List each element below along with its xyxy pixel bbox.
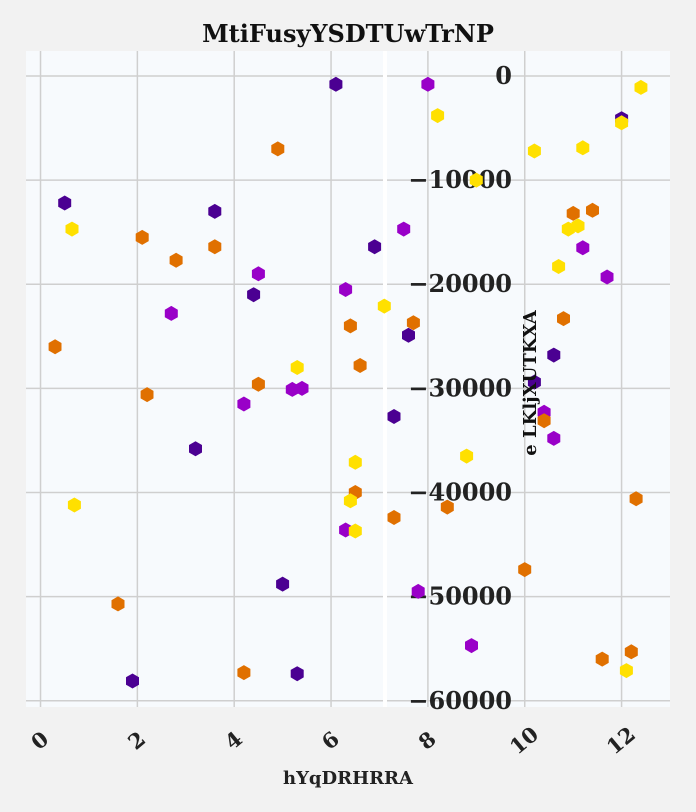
- data-point: [126, 673, 139, 689]
- chart-title: MtiFusyYSDTUwTrNP: [202, 19, 494, 48]
- y-tick-label: −60000: [408, 686, 512, 715]
- data-point: [189, 441, 202, 457]
- data-point: [634, 79, 648, 95]
- data-point: [67, 497, 81, 513]
- y-tick-label: −30000: [408, 373, 512, 402]
- data-point: [527, 143, 541, 159]
- data-point: [251, 266, 265, 282]
- data-point: [387, 409, 401, 424]
- data-point: [615, 115, 629, 131]
- data-point: [571, 218, 585, 234]
- y-tick-label: 0: [495, 61, 512, 90]
- y-tick-label: −40000: [408, 477, 512, 506]
- data-point: [586, 202, 599, 218]
- data-point: [576, 140, 590, 156]
- data-point: [48, 339, 62, 355]
- data-point: [411, 583, 425, 599]
- data-point: [431, 108, 445, 124]
- data-point: [368, 239, 382, 255]
- data-point: [329, 76, 343, 92]
- y-tick-label: −20000: [408, 269, 512, 298]
- data-point: [547, 347, 561, 363]
- data-point: [547, 430, 561, 446]
- data-point: [624, 644, 638, 660]
- data-point: [465, 638, 478, 654]
- data-point: [271, 141, 285, 157]
- data-point: [339, 282, 353, 297]
- y-tick-label: −10000: [408, 165, 512, 194]
- data-point: [290, 666, 304, 682]
- data-point: [348, 454, 362, 470]
- data-point: [58, 195, 72, 211]
- data-point: [402, 327, 415, 343]
- data-point: [135, 229, 149, 245]
- data-point: [440, 499, 454, 515]
- data-point: [140, 387, 154, 403]
- grid: [26, 51, 670, 707]
- data-point: [421, 76, 435, 92]
- data-point: [111, 596, 125, 612]
- data-point: [629, 491, 643, 507]
- data-point: [537, 413, 551, 429]
- data-point: [377, 298, 391, 314]
- data-point: [208, 203, 222, 219]
- data-point: [397, 221, 411, 237]
- x-axis-label: hYqDRHRRA: [283, 768, 414, 789]
- data-point: [208, 239, 222, 255]
- data-point: [527, 374, 541, 390]
- data-point: [576, 240, 590, 256]
- data-point: [290, 360, 304, 375]
- y-axis-line: [383, 51, 387, 707]
- data-point: [387, 510, 401, 525]
- data-point: [247, 287, 261, 303]
- data-point: [164, 305, 178, 321]
- data-point: [460, 448, 474, 464]
- data-point: [552, 259, 566, 274]
- data-point: [518, 562, 532, 578]
- data-point: [595, 651, 609, 667]
- data-point: [348, 523, 362, 539]
- data-point: [65, 221, 79, 237]
- data-point: [237, 396, 251, 412]
- y-axis-label: e LKljXUTKXA: [520, 309, 541, 455]
- y-tick-label: −50000: [408, 582, 512, 611]
- plot-area: [26, 51, 670, 707]
- data-point: [251, 376, 265, 392]
- data-point: [276, 576, 290, 592]
- data-point: [343, 318, 357, 334]
- data-point: [619, 663, 633, 679]
- data-point: [557, 311, 570, 327]
- data-point: [469, 172, 483, 188]
- data-point: [343, 493, 357, 509]
- data-point: [169, 252, 183, 268]
- data-point: [295, 380, 309, 396]
- data-point: [566, 205, 580, 221]
- data-point: [353, 358, 367, 373]
- data-point: [406, 315, 420, 331]
- data-point: [237, 665, 251, 681]
- data-point: [600, 269, 614, 285]
- data-points: [48, 76, 648, 689]
